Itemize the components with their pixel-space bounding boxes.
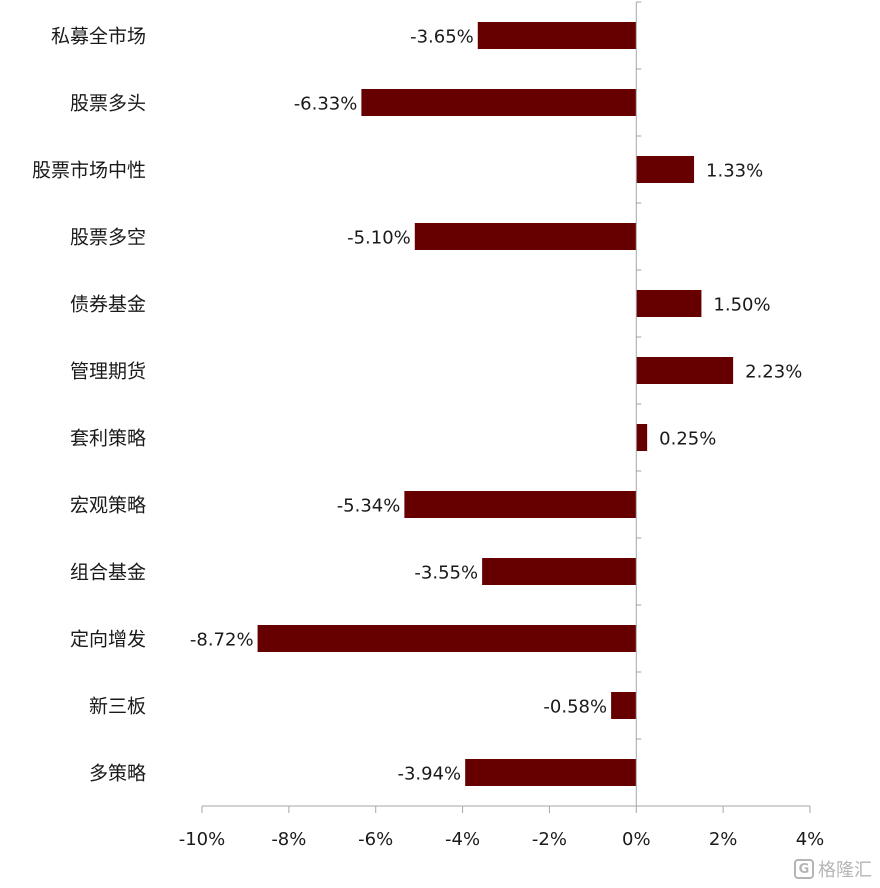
bar	[611, 692, 637, 719]
bar	[465, 759, 637, 786]
data-label: -8.72%	[190, 630, 254, 651]
category-label: 管理期货	[70, 361, 146, 383]
category-label: 私募全市场	[51, 26, 146, 48]
category-label: 股票多头	[70, 93, 146, 115]
category-labels: 私募全市场股票多头股票市场中性股票多空债券基金管理期货套利策略宏观策略组合基金定…	[32, 26, 146, 785]
bar	[477, 22, 637, 49]
watermark-text: 格隆汇	[818, 860, 872, 881]
bar	[404, 491, 637, 518]
x-axis-ticks: -10% -8% -6% -4% -2% 0% 2% 4%	[179, 806, 825, 850]
x-tick-label: -8%	[271, 829, 306, 850]
data-label: 1.50%	[713, 295, 770, 316]
data-label: -5.10%	[347, 228, 411, 249]
category-label: 定向增发	[70, 629, 146, 651]
data-label: -5.34%	[337, 496, 401, 517]
bar	[636, 290, 702, 317]
watermark: G 格隆汇	[794, 856, 872, 882]
bar	[636, 357, 734, 384]
x-tick-label: 0%	[622, 829, 651, 850]
category-label: 股票多空	[70, 227, 146, 249]
data-label: 0.25%	[659, 429, 716, 450]
bar	[361, 89, 637, 116]
category-label: 宏观策略	[70, 495, 146, 517]
bar	[482, 558, 637, 585]
data-label: -3.55%	[414, 563, 478, 584]
x-tick-label: -10%	[179, 829, 226, 850]
bar	[257, 625, 637, 652]
category-label: 套利策略	[70, 428, 146, 450]
data-label: 1.33%	[706, 161, 763, 182]
data-label: 2.23%	[745, 362, 802, 383]
x-tick-label: -6%	[358, 829, 393, 850]
gelonghui-logo-icon: G	[794, 859, 814, 879]
category-label: 债券基金	[70, 294, 146, 316]
x-tick-label: -2%	[532, 829, 567, 850]
bar	[414, 223, 637, 250]
category-label: 组合基金	[70, 562, 146, 584]
bar	[636, 424, 648, 451]
category-label: 新三板	[89, 696, 146, 718]
x-tick-label: -4%	[445, 829, 480, 850]
data-label: -3.65%	[410, 27, 474, 48]
data-label: -0.58%	[543, 697, 607, 718]
axes	[202, 1, 810, 807]
data-label: -6.33%	[294, 94, 358, 115]
data-label: -3.94%	[397, 764, 461, 785]
category-label: 股票市场中性	[32, 160, 146, 182]
category-label: 多策略	[89, 763, 146, 785]
x-tick-label: 4%	[796, 829, 825, 850]
bars	[257, 22, 734, 786]
bar	[636, 156, 695, 183]
x-tick-label: 2%	[709, 829, 738, 850]
value-labels: -3.65% -6.33% 1.33% -5.10% 1.50% 2.23% 0.25% -5…	[190, 27, 802, 785]
